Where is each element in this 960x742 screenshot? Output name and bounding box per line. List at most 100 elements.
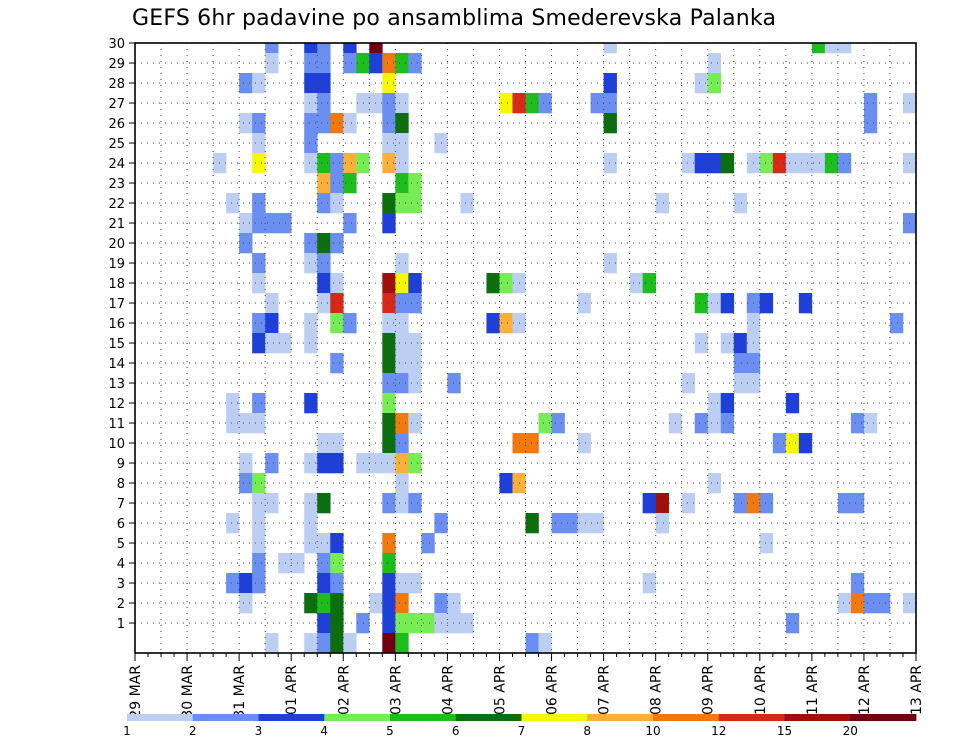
- heatmap-cell: [317, 93, 331, 114]
- heatmap-cell: [694, 413, 709, 434]
- heatmap-cell: [317, 533, 331, 554]
- y-tick-label: 13: [108, 377, 125, 392]
- heatmap-cell: [486, 313, 500, 334]
- y-tick-label: 5: [117, 537, 125, 552]
- heatmap-cell: [356, 53, 370, 74]
- heatmap-cell: [408, 413, 422, 434]
- heatmap-cell: [382, 93, 396, 114]
- heatmap-cell: [681, 493, 696, 514]
- y-tick-label: 22: [108, 197, 125, 212]
- heatmap-cell: [395, 573, 409, 594]
- y-tick-label: 3: [117, 577, 125, 592]
- heatmap-cell: [525, 433, 539, 454]
- heatmap-cell: [226, 193, 240, 214]
- heatmap-cell: [655, 193, 669, 214]
- heatmap-cell: [577, 293, 591, 314]
- colorbar-label: 5: [386, 724, 394, 738]
- heatmap-cell: [317, 453, 331, 474]
- heatmap-cell: [759, 533, 774, 554]
- heatmap-cell: [642, 493, 656, 514]
- colorbar-swatch: [192, 714, 259, 721]
- heatmap-cell: [343, 633, 357, 654]
- heatmap-cell: [278, 333, 292, 354]
- x-tick-label: 02 APR: [336, 665, 352, 715]
- heatmap-cell: [343, 313, 357, 334]
- heatmap-cell: [395, 373, 409, 394]
- heatmap-cell: [382, 493, 396, 514]
- heatmap-cell: [395, 53, 409, 74]
- heatmap-cell: [304, 53, 318, 74]
- heatmap-cell: [395, 153, 409, 174]
- heatmap-cell: [382, 613, 396, 634]
- heatmap-cell: [330, 613, 344, 634]
- heatmap-cell: [317, 293, 331, 314]
- heatmap-cell: [265, 43, 279, 54]
- heatmap-cell: [707, 473, 722, 494]
- heatmap-cell: [603, 153, 617, 174]
- heatmap-cell: [694, 153, 709, 174]
- heatmap-cell: [538, 93, 552, 114]
- heatmap-cell: [382, 413, 396, 434]
- heatmap-cell: [317, 633, 331, 654]
- heatmap-cell: [551, 513, 565, 534]
- heatmap-cell: [707, 413, 722, 434]
- heatmap-cell: [356, 93, 370, 114]
- heatmap-cell: [252, 553, 266, 574]
- heatmap-cell: [408, 373, 422, 394]
- heatmap-cell: [343, 113, 357, 134]
- heatmap-cell: [317, 493, 331, 514]
- heatmap-cell: [525, 93, 539, 114]
- heatmap-cell: [499, 273, 513, 294]
- heatmap-cell: [785, 153, 800, 174]
- heatmap-cell: [395, 413, 409, 434]
- x-tick-label: 11 APR: [805, 665, 821, 715]
- y-tick-label: 6: [117, 517, 125, 532]
- heatmap-cell: [330, 273, 344, 294]
- heatmap-cell: [525, 513, 539, 534]
- heatmap-cell: [382, 633, 396, 654]
- heatmap-cell: [317, 73, 331, 94]
- colorbar-swatch: [718, 714, 785, 721]
- heatmap-cell: [239, 453, 253, 474]
- heatmap-cell: [304, 493, 318, 514]
- heatmap-cell: [395, 633, 409, 654]
- heatmap-cell: [278, 213, 292, 234]
- heatmap-cell: [395, 133, 409, 154]
- heatmap-cell: [252, 493, 266, 514]
- heatmap-cell: [395, 353, 409, 374]
- heatmap-cell: [395, 473, 409, 494]
- heatmap-cell: [421, 613, 435, 634]
- heatmap-cell: [304, 113, 318, 134]
- heatmap-cell: [317, 433, 331, 454]
- heatmap-cell: [551, 413, 565, 434]
- heatmap-cell: [304, 43, 318, 54]
- heatmap-cell: [395, 593, 409, 614]
- heatmap-cell: [850, 493, 865, 514]
- heatmap-cell: [317, 53, 331, 74]
- heatmap-cell: [837, 43, 852, 54]
- heatmap-cell: [408, 493, 422, 514]
- heatmap-cell: [252, 273, 266, 294]
- heatmap-cell: [330, 593, 344, 614]
- heatmap-cell: [317, 173, 331, 194]
- colorbar-label: 2: [189, 724, 197, 738]
- heatmap-cell: [304, 133, 318, 154]
- colorbar-label: 7: [518, 724, 526, 738]
- y-tick-label: 28: [108, 77, 125, 92]
- heatmap-cell: [681, 373, 696, 394]
- heatmap-cell: [304, 313, 318, 334]
- heatmap-cell: [408, 53, 422, 74]
- heatmap-cell: [733, 493, 748, 514]
- y-tick-label: 10: [108, 437, 125, 452]
- heatmap-cell: [486, 273, 500, 294]
- heatmap-cell: [252, 513, 266, 534]
- heatmap-cell: [382, 113, 396, 134]
- heatmap-cell: [577, 513, 591, 534]
- heatmap-cell: [642, 273, 656, 294]
- colorbar-swatch: [455, 714, 522, 721]
- x-tick-label: 08 APR: [649, 665, 665, 715]
- heatmap-cell: [304, 93, 318, 114]
- y-tick-label: 2: [117, 597, 125, 612]
- x-tick-label: 05 APR: [492, 665, 508, 715]
- heatmap-cell: [252, 573, 266, 594]
